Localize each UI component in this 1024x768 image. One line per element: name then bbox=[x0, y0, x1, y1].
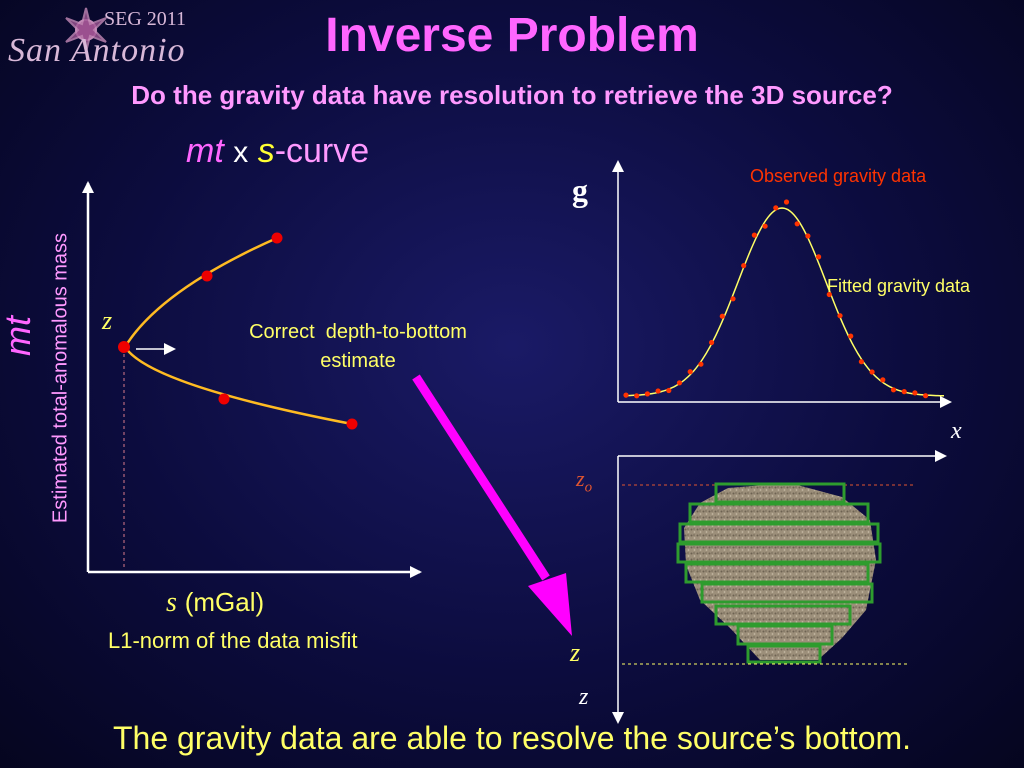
prism bbox=[676, 542, 882, 564]
observed-gravity-point bbox=[655, 388, 661, 394]
observed-gravity-point bbox=[858, 359, 865, 365]
observed-gravity-point bbox=[848, 333, 854, 339]
prism bbox=[678, 522, 880, 544]
curve-title-mt: mt bbox=[186, 132, 224, 170]
curve-title-suffix: -curve bbox=[274, 132, 370, 170]
source-body bbox=[684, 483, 876, 660]
curve-point bbox=[271, 232, 283, 244]
prism bbox=[714, 482, 846, 504]
prism bbox=[746, 644, 822, 664]
observed-gravity-point bbox=[719, 313, 725, 319]
observed-gravity-point bbox=[912, 390, 918, 396]
observed-gravity-point bbox=[666, 387, 672, 394]
curve-title-s: s bbox=[257, 132, 275, 170]
curve-point bbox=[218, 393, 230, 405]
observed-gravity-point bbox=[698, 361, 704, 367]
magenta-pointer-arrow bbox=[412, 374, 550, 581]
x-axis-caption: L1-norm of the data misfit bbox=[108, 628, 358, 653]
observed-gravity-point bbox=[816, 254, 822, 260]
observed-gravity-point bbox=[730, 296, 736, 302]
observed-gravity-point bbox=[869, 369, 875, 375]
observed-gravity-point bbox=[644, 391, 651, 397]
prism-stack bbox=[676, 482, 882, 664]
observed-gravity-point bbox=[741, 263, 747, 269]
observed-gravity-point bbox=[826, 291, 832, 298]
prism bbox=[736, 624, 834, 646]
observed-gravity-point bbox=[709, 339, 715, 346]
observed-gravity-point bbox=[773, 205, 779, 211]
x-axis-label: x bbox=[951, 418, 962, 444]
logo-star-icon bbox=[65, 7, 107, 53]
page-title: Inverse Problem bbox=[325, 9, 699, 62]
logo-line2: San Antonio bbox=[8, 32, 186, 69]
prism bbox=[688, 502, 870, 524]
observed-gravity-point bbox=[676, 380, 683, 386]
observed-gravity-point bbox=[623, 392, 629, 398]
annotation-line1: Correct depth-to-bottom bbox=[249, 321, 467, 343]
z-label: z bbox=[102, 306, 113, 335]
seg-logo: SEG 2011 San Antonio bbox=[4, 2, 244, 69]
fitted-label: Fitted gravity data bbox=[827, 276, 971, 296]
z-bottom-label: z bbox=[570, 638, 581, 667]
observed-gravity-point bbox=[805, 233, 811, 239]
y-symbol-mt: mt bbox=[0, 316, 38, 356]
z0-label: zo bbox=[576, 466, 592, 496]
x-unit: (mGal) bbox=[184, 587, 265, 617]
observed-label: Observed gravity data bbox=[750, 166, 927, 186]
curve-point bbox=[346, 418, 358, 430]
prism bbox=[700, 582, 874, 604]
y-axis-label: Estimated total-anomalous mass bbox=[49, 232, 72, 524]
prism bbox=[684, 562, 870, 584]
observed-gravity-points bbox=[623, 199, 929, 399]
observed-gravity-point bbox=[634, 393, 640, 399]
observed-gravity-point bbox=[794, 221, 800, 227]
observed-gravity-point bbox=[837, 313, 843, 319]
logo-line1: SEG 2011 bbox=[104, 8, 187, 30]
curve-point-minimum bbox=[118, 341, 130, 353]
z-axis-label: z bbox=[579, 684, 589, 710]
conclusion-text: The gravity data are able to resolve the… bbox=[112, 720, 912, 756]
z0-label-z: z bbox=[576, 466, 585, 491]
x-axis-symbol: s (mGal) bbox=[166, 586, 264, 619]
observed-gravity-point bbox=[923, 393, 929, 399]
observed-gravity-point bbox=[687, 369, 693, 375]
observed-gravity-point bbox=[880, 377, 886, 383]
observed-gravity-point bbox=[890, 387, 897, 393]
observed-gravity-point bbox=[751, 232, 758, 238]
page-subtitle: Do the gravity data have resolution to r… bbox=[131, 80, 893, 110]
annotation-line2: estimate bbox=[320, 350, 396, 372]
magenta-arrow-head bbox=[528, 573, 572, 636]
curve-title-times: x bbox=[233, 136, 249, 169]
curve-title: mt x s-curve bbox=[186, 132, 369, 171]
z0-label-sub: o bbox=[584, 479, 593, 496]
observed-gravity-point bbox=[762, 223, 768, 229]
fitted-gravity-curve bbox=[623, 207, 945, 397]
depth-estimate-annotation: Correct depth-to-bottom estimate bbox=[200, 318, 516, 376]
g-axis-label: g bbox=[572, 172, 588, 208]
observed-gravity-point bbox=[901, 389, 907, 395]
fitted-gravity-line bbox=[623, 207, 945, 397]
prism bbox=[714, 604, 852, 626]
observed-gravity-point bbox=[783, 199, 790, 205]
curve-point bbox=[201, 270, 213, 282]
x-symbol-s: s bbox=[166, 587, 177, 618]
